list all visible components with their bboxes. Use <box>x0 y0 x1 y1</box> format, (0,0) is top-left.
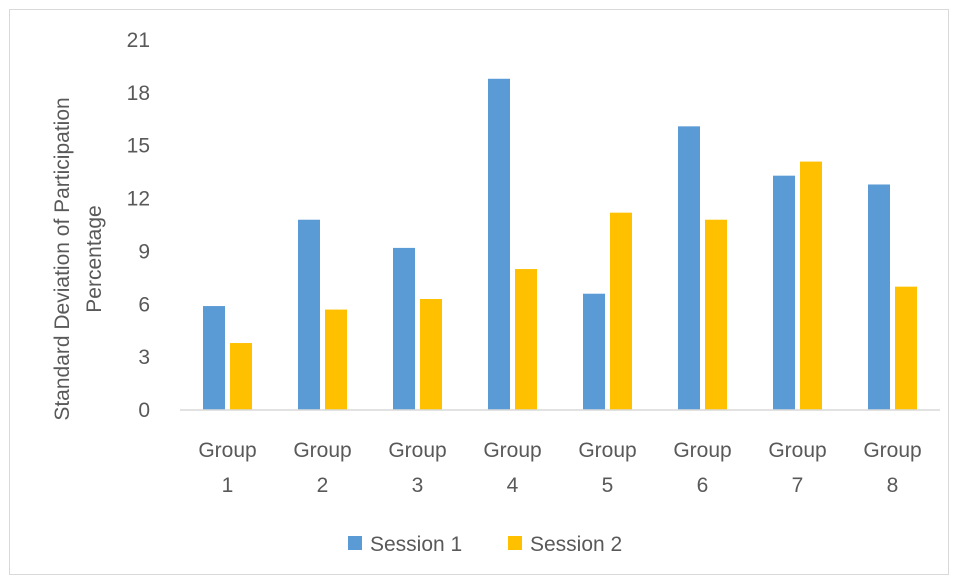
legend-swatch-2 <box>508 536 522 550</box>
x-category-label: 7 <box>792 474 804 497</box>
bars <box>203 78 917 410</box>
bar-session-2-group-3 <box>420 299 442 410</box>
bar-session-1-group-3 <box>393 247 415 410</box>
x-category-label: 1 <box>222 474 234 497</box>
x-category-label: Group <box>388 439 446 462</box>
y-axis-title-line-1: Standard Deviation of Participation <box>51 97 74 420</box>
y-axis-title: Standard Deviation of Participation Perc… <box>51 97 106 420</box>
x-category-label: Group <box>863 439 921 462</box>
bar-session-2-group-5 <box>610 212 632 410</box>
x-category-label: Group <box>768 439 826 462</box>
x-category-label: Group <box>293 439 351 462</box>
y-tick-label: 15 <box>127 135 150 158</box>
bar-session-1-group-6 <box>678 126 700 410</box>
legend-label-2: Session 2 <box>530 533 622 556</box>
x-category-label: Group <box>198 439 256 462</box>
x-category-label: 2 <box>317 474 329 497</box>
bar-session-1-group-5 <box>583 293 605 410</box>
legend: Session 1 Session 2 <box>348 533 622 556</box>
bar-session-2-group-7 <box>800 161 822 410</box>
y-axis-title-line-2: Percentage <box>83 205 106 312</box>
legend-label-1: Session 1 <box>370 533 462 556</box>
x-category-label: 5 <box>602 474 614 497</box>
x-category-label: Group <box>483 439 541 462</box>
bar-session-2-group-2 <box>325 309 347 410</box>
y-tick-label: 9 <box>138 240 150 263</box>
y-tick-label: 6 <box>138 293 150 316</box>
bar-session-1-group-4 <box>488 78 510 410</box>
x-category-label: 8 <box>887 474 899 497</box>
legend-swatch-1 <box>348 536 362 550</box>
bar-session-1-group-2 <box>298 219 320 410</box>
x-category-label: Group <box>673 439 731 462</box>
bar-session-2-group-8 <box>895 286 917 410</box>
y-tick-label: 21 <box>127 29 150 52</box>
x-category-label: 4 <box>507 474 519 497</box>
bar-session-1-group-1 <box>203 306 225 410</box>
y-tick-label: 18 <box>127 82 150 105</box>
x-category-label: 3 <box>412 474 424 497</box>
bar-session-2-group-1 <box>230 343 252 410</box>
bar-session-1-group-8 <box>868 184 890 410</box>
x-axis-category-labels: Group 1 Group 2 Group 3 Group 4 Group 5 Group 6 Grou… <box>198 439 921 497</box>
bar-session-2-group-4 <box>515 269 537 410</box>
bar-session-2-group-6 <box>705 219 727 410</box>
y-tick-label: 0 <box>138 399 150 422</box>
bar-session-1-group-7 <box>773 175 795 410</box>
x-category-label: Group <box>578 439 636 462</box>
y-tick-label: 12 <box>127 188 150 211</box>
y-tick-label: 3 <box>138 346 150 369</box>
x-category-label: 6 <box>697 474 709 497</box>
y-axis-ticks: 0 3 6 9 12 15 18 21 <box>127 29 150 422</box>
